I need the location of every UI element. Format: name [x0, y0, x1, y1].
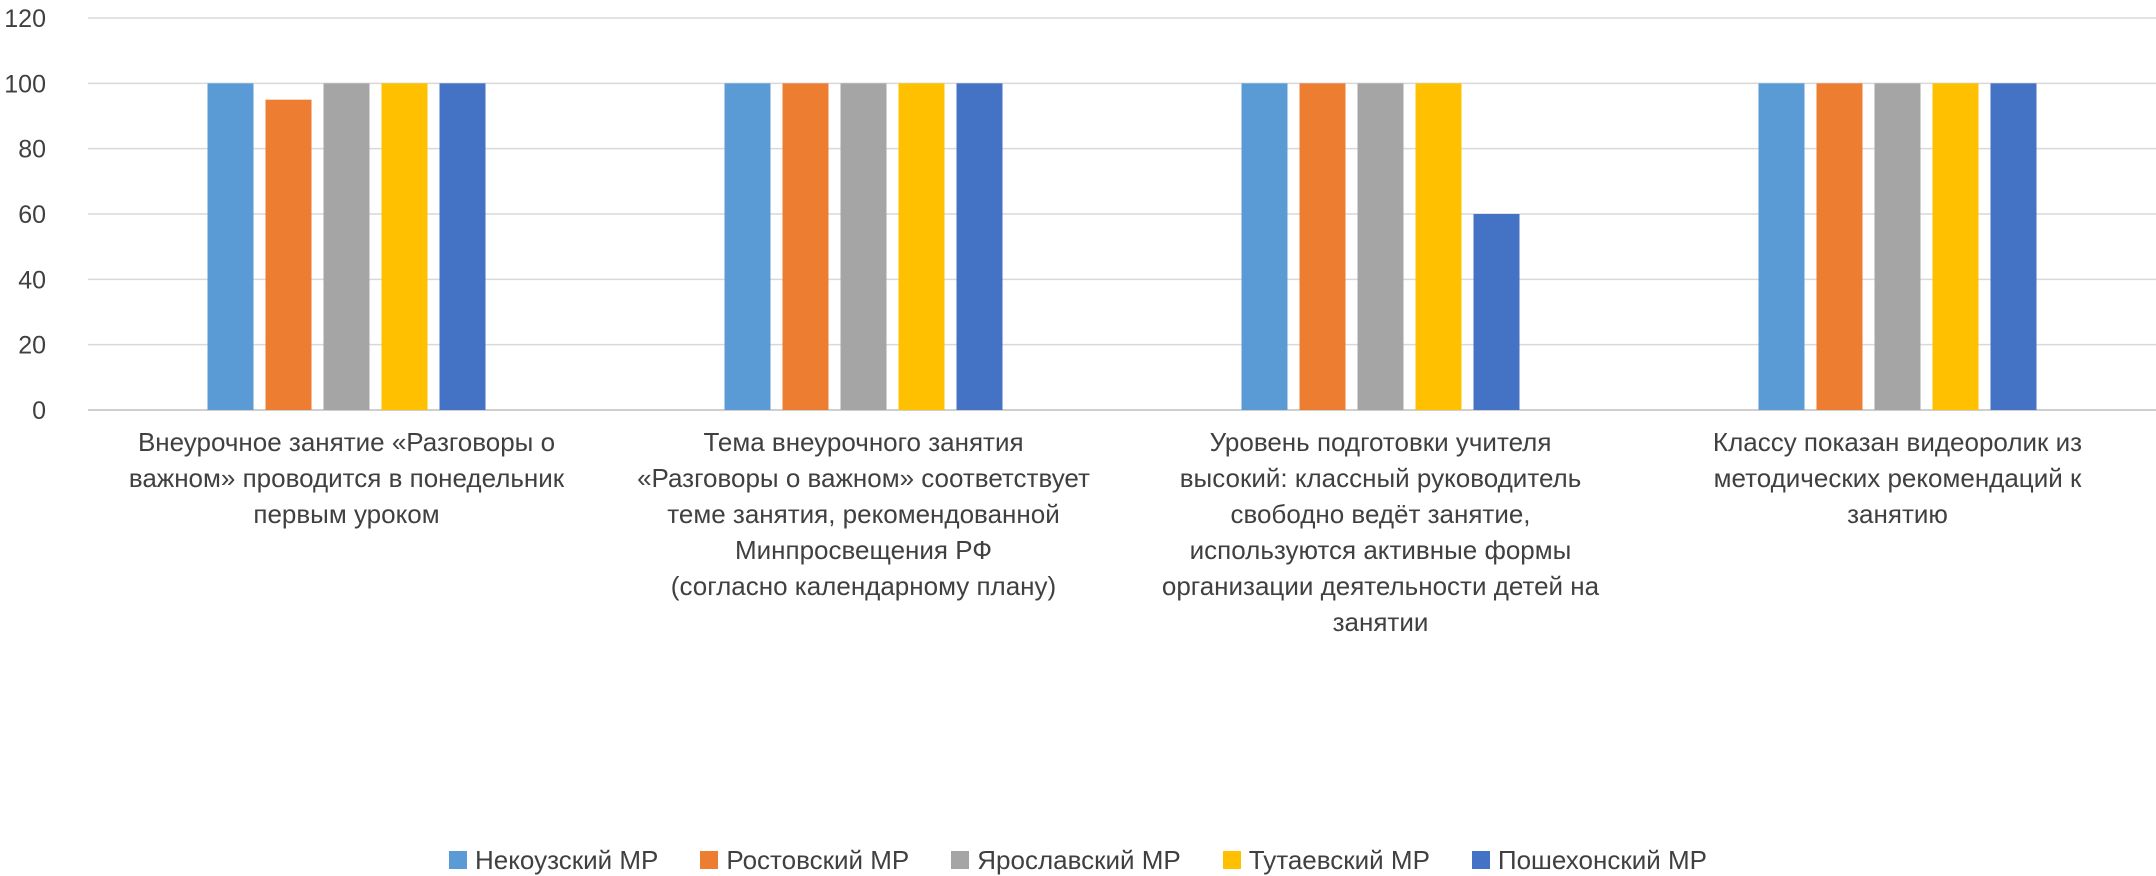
bar-series-2-cat-4 [1816, 83, 1863, 410]
bar-series-1-cat-1 [207, 83, 254, 410]
legend-label: Ярославский МР [977, 844, 1181, 875]
bar-series-4-cat-4 [1932, 83, 1979, 410]
x-category-label-line: организации деятельности детей на [1161, 571, 1600, 601]
x-category-label: Тема внеурочного занятия «Разговоры о важ… [604, 424, 1124, 604]
x-category-label-line: методических рекомендаций к [1713, 463, 2082, 493]
legend-label: Ростовский МР [726, 844, 910, 875]
y-tick-label: 100 [4, 70, 46, 98]
bar-series-5-cat-4 [1990, 83, 2037, 410]
x-category-label-line: занятию [1847, 499, 1948, 529]
bar-series-5-cat-2 [956, 83, 1003, 410]
bar-series-3-cat-3 [1357, 83, 1404, 410]
legend-swatch [1222, 851, 1241, 869]
x-category-label-line: «Разговоры о важном» соответствует [637, 463, 1090, 493]
x-category-label: Уровень подготовки учителя высокий: класс… [1121, 424, 1641, 640]
legend-item: Тутаевский МР [1222, 844, 1430, 876]
x-category-label-line: высокий: классный руководитель [1179, 463, 1582, 493]
legend-swatch [700, 851, 719, 869]
legend-swatch [1471, 851, 1490, 869]
bar-series-5-cat-3 [1473, 214, 1520, 410]
legend-item: Ярославский МР [951, 845, 1181, 876]
bar-series-3-cat-2 [840, 83, 887, 410]
bar-series-2-cat-1 [265, 99, 312, 411]
x-category-label-line: занятии [1332, 607, 1429, 637]
bar-series-5-cat-1 [439, 83, 486, 410]
x-category-label-line: Тема внеурочного занятия [703, 427, 1024, 457]
y-tick-label: 120 [4, 5, 46, 33]
x-category-label-line: Внеурочное занятие «Разговоры о [137, 427, 556, 457]
x-category-label-line: первым уроком [253, 499, 440, 529]
bar-series-2-cat-3 [1299, 83, 1346, 410]
bar-series-1-cat-4 [1758, 83, 1805, 410]
legend-label: Пошехонский МР [1497, 844, 1707, 875]
legend: Некоузский МР Ростовский МР Ярославский МР… [0, 844, 2156, 876]
bar-series-3-cat-4 [1874, 83, 1921, 410]
legend-item: Ростовский МР [700, 845, 909, 876]
bar-series-4-cat-3 [1415, 83, 1462, 410]
x-category-label-line: используются активные формы [1189, 535, 1572, 565]
bar-series-3-cat-1 [323, 83, 370, 410]
bar-series-1-cat-2 [724, 83, 771, 410]
legend-item: Пошехонский МР [1471, 844, 1707, 876]
x-category-label-line: теме занятия, рекомендованной [667, 499, 1060, 529]
x-category-label-line: Классу показан видеоролик из [1712, 427, 2083, 457]
legend-label: Тутаевский МР [1248, 844, 1430, 875]
y-tick-label: 0 [32, 397, 46, 425]
y-tick-label: 20 [18, 332, 46, 360]
legend-swatch [951, 851, 970, 869]
bar-series-2-cat-2 [782, 83, 829, 410]
x-category-label-line: Уровень подготовки учителя [1209, 427, 1552, 457]
x-category-label-line: важном» проводится в понедельник [128, 463, 565, 493]
x-category-label-line: Минпросвещения РФ [734, 535, 993, 565]
x-category-label: Классу показан видеоролик из методических… [1638, 424, 2156, 532]
bar-series-4-cat-2 [898, 83, 945, 410]
legend-swatch [449, 851, 468, 869]
x-category-label: Внеурочное занятие «Разговоры о важном» п… [87, 424, 607, 532]
legend-item: Некоузский МР [449, 845, 658, 876]
x-category-label-line: свободно ведёт занятие, [1230, 499, 1531, 529]
y-tick-label: 60 [18, 201, 46, 229]
bar-series-1-cat-3 [1241, 83, 1288, 410]
legend-label: Некоузский МР [475, 844, 659, 875]
y-tick-label: 80 [18, 136, 46, 164]
y-tick-label: 40 [18, 266, 46, 294]
bar-series-4-cat-1 [381, 83, 428, 410]
x-category-label-line: (согласно календарному плану) [670, 571, 1057, 601]
